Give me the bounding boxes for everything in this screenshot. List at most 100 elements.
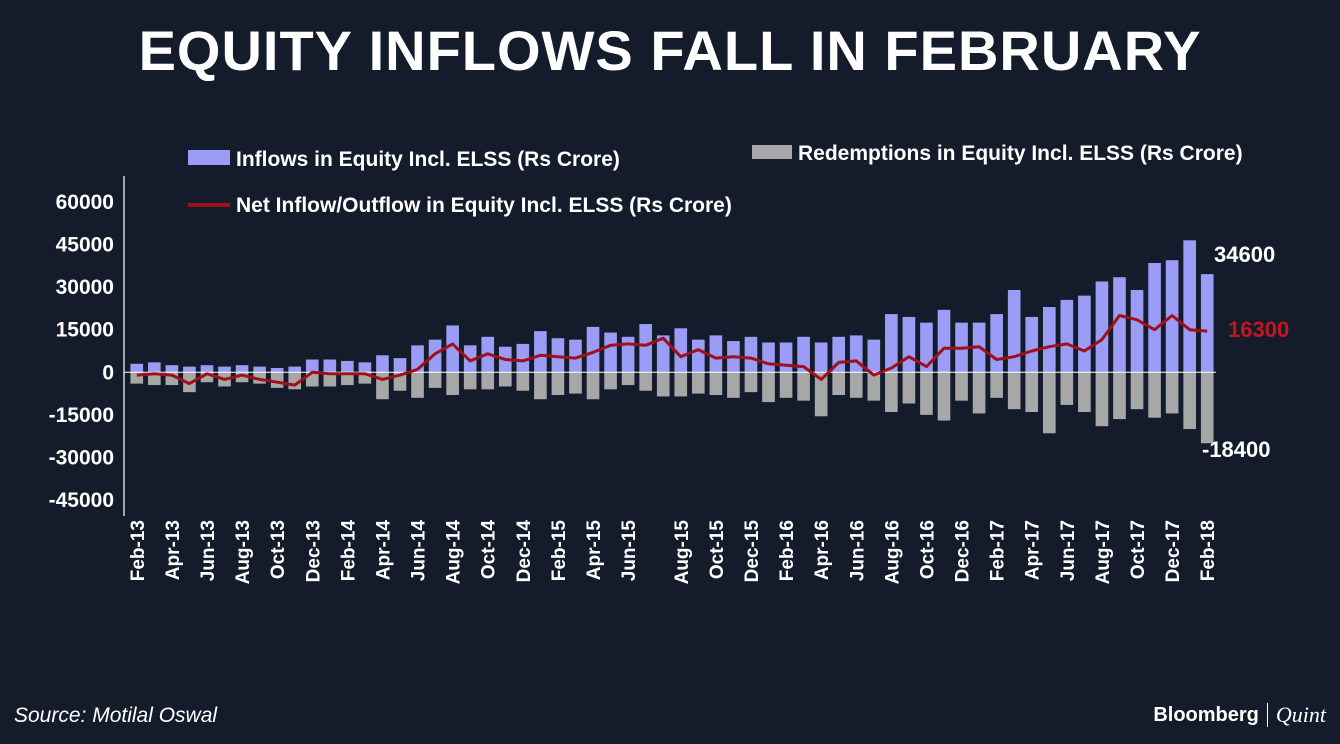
inflow-bar [1078, 295, 1091, 373]
x-tick-label: Apr-17 [1023, 520, 1044, 580]
x-tick-label: Dec-14 [514, 520, 535, 583]
brand-separator [1266, 703, 1268, 727]
y-tick-label: -30000 [49, 446, 114, 469]
x-tick-label: Aug-13 [233, 520, 254, 584]
redemption-bar [797, 372, 810, 401]
redemption-bar [1165, 372, 1179, 414]
redemption-bar [323, 372, 337, 387]
x-tick-label: Apr-13 [163, 520, 184, 580]
y-tick-label: 60000 [56, 191, 114, 214]
chart-title: EQUITY INFLOWS FALL IN FEBRUARY [138, 19, 1202, 82]
redemption-bar [867, 372, 881, 401]
redemption-bar [1130, 372, 1144, 410]
redemption-bar [463, 372, 477, 390]
redemption-bar [569, 372, 582, 394]
x-tick-label: Apr-16 [812, 520, 833, 580]
redemption-bar [481, 372, 495, 390]
redemption-bar [1113, 372, 1126, 420]
redemption-bar [709, 372, 723, 395]
x-tick-label: Jun-13 [198, 520, 219, 581]
inflow-bar [937, 309, 951, 373]
inflow-bar [1130, 289, 1144, 373]
inflow-bar [288, 366, 302, 373]
inflow-bar [586, 326, 600, 373]
inflow-bar [1183, 240, 1196, 373]
redemption-bar [1042, 372, 1056, 434]
redemption-bar [1007, 372, 1021, 410]
redemption-bar [516, 372, 530, 391]
redemption-bar [586, 372, 600, 400]
inflow-bar [446, 325, 459, 373]
inflow-bar [376, 355, 389, 373]
inflow-bar [1042, 307, 1056, 373]
inflow-bar [867, 339, 881, 373]
x-tick-label: Jun-17 [1058, 520, 1079, 581]
legend-swatch-redemptions [752, 145, 792, 159]
x-tick-label: Apr-14 [374, 520, 395, 581]
inflow-bar [920, 322, 933, 373]
x-tick-labels: Feb-13 Apr-13 Jun-13 Aug-13 Oct-13 Dec-13 Feb-… [128, 520, 1219, 585]
x-tick-label: Jun-14 [409, 520, 430, 582]
annotation-net: 16300 [1228, 317, 1289, 342]
redemption-bar [235, 372, 249, 383]
redemption-bar [1148, 372, 1161, 418]
inflow-bar [1025, 316, 1039, 373]
y-tick-label: -15000 [49, 404, 114, 427]
inflow-bar [639, 324, 652, 373]
inflow-bar [200, 365, 214, 373]
inflow-bar [305, 359, 319, 373]
y-tick-labels: 60000 45000 30000 15000 0 -15000 -30000 -45000 [49, 191, 114, 512]
inflow-bar [1113, 277, 1126, 373]
legend: Inflows in Equity Incl. ELSS (Rs Crore) … [188, 142, 1243, 217]
redemption-bar [955, 372, 968, 401]
inflow-bar [762, 342, 775, 373]
x-tick-label: Feb-13 [128, 520, 149, 581]
annotation-inflow: 34600 [1214, 242, 1275, 267]
redemption-bar [674, 372, 688, 397]
redemption-bar [534, 372, 547, 400]
redemption-bar [376, 372, 389, 400]
redemption-bar [200, 372, 214, 383]
redemption-bar [885, 372, 898, 413]
inflow-bar [323, 359, 337, 373]
inflow-bar [797, 336, 810, 373]
inflow-bar [604, 332, 617, 373]
redemption-bar [621, 372, 635, 386]
redemption-bar [990, 372, 1003, 398]
inflow-bar [849, 335, 863, 373]
inflow-bar [621, 336, 635, 373]
x-tick-label: Aug-16 [882, 520, 903, 584]
x-tick-label: Feb-17 [988, 520, 1009, 581]
redemption-bar [902, 372, 916, 404]
inflow-bar [1007, 289, 1021, 373]
legend-label-redemptions: Redemptions in Equity Incl. ELSS (Rs Cro… [798, 142, 1243, 165]
redemption-bar [130, 372, 144, 384]
redemption-bar [937, 372, 951, 421]
redemption-bar [1025, 372, 1039, 413]
x-tick-label: Oct-15 [707, 520, 728, 580]
inflow-bar [341, 360, 354, 373]
inflow-bar [165, 365, 179, 373]
redemption-bar [604, 372, 617, 390]
inflow-bar [148, 362, 161, 373]
x-tick-label: Dec-15 [742, 520, 763, 583]
redemption-bar [1060, 372, 1074, 405]
legend-label-inflows: Inflows in Equity Incl. ELSS (Rs Crore) [236, 148, 620, 171]
redemption-bar [744, 372, 758, 393]
annotation-redemption: -18400 [1202, 437, 1271, 462]
inflow-bar [656, 335, 670, 373]
inflow-bar [1200, 274, 1214, 373]
legend-swatch-net [188, 203, 230, 207]
inflow-bar [779, 342, 793, 373]
inflow-bar [463, 345, 477, 373]
redemption-bar [832, 372, 846, 395]
x-tick-label: Feb-18 [1198, 520, 1219, 581]
inflow-bar [1060, 299, 1074, 373]
x-tick-label: Oct-17 [1128, 520, 1149, 579]
brand-quint: Quint [1275, 702, 1326, 727]
redemption-bar [428, 372, 442, 388]
legend-label-net: Net Inflow/Outflow in Equity Incl. ELSS … [236, 194, 732, 217]
inflow-bar [902, 316, 916, 373]
inflow-bar [130, 363, 144, 373]
